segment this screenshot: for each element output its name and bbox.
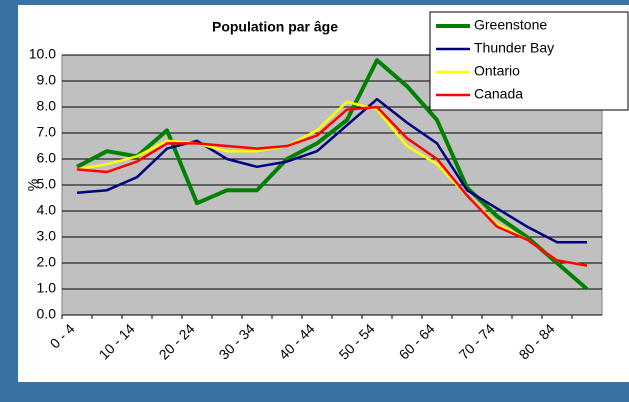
y-tick-label: 4.0 bbox=[37, 202, 57, 218]
legend-label: Ontario bbox=[474, 63, 520, 79]
legend-label: Thunder Bay bbox=[474, 40, 554, 56]
y-tick-label: 9.0 bbox=[37, 72, 57, 88]
y-tick-label: 0.0 bbox=[37, 306, 57, 322]
y-tick-label: 7.0 bbox=[37, 124, 57, 140]
series-line bbox=[76, 58, 589, 291]
y-tick-label: 3.0 bbox=[37, 228, 57, 244]
y-tick-label: 1.0 bbox=[37, 280, 57, 296]
legend-label: Greenstone bbox=[474, 17, 547, 33]
y-tick-label: 6.0 bbox=[37, 150, 57, 166]
y-tick-label: 10.0 bbox=[29, 46, 56, 62]
series-line bbox=[76, 97, 587, 244]
legend-label: Canada bbox=[474, 86, 523, 102]
chart-title: Population par âge bbox=[212, 19, 338, 35]
series-line bbox=[76, 100, 588, 267]
y-tick-label: 8.0 bbox=[37, 98, 57, 114]
y-tick-label: 5.0 bbox=[37, 176, 57, 192]
y-tick-label: 2.0 bbox=[37, 254, 57, 270]
legend-box bbox=[429, 11, 629, 111]
y-axis-label: % bbox=[25, 179, 41, 191]
series-line bbox=[76, 105, 588, 267]
